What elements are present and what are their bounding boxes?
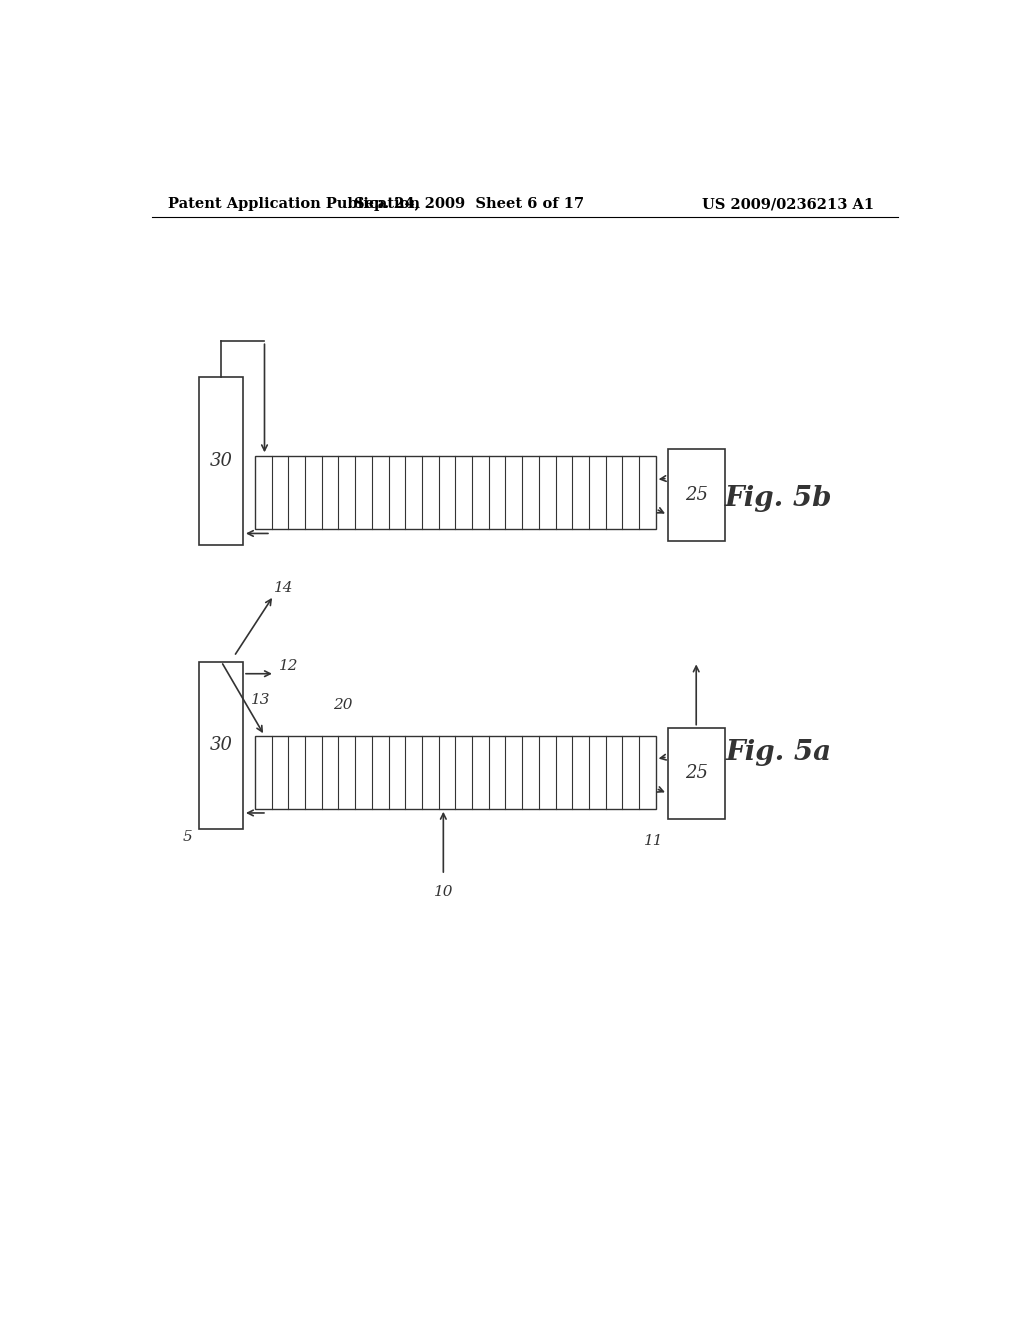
Text: 30: 30	[210, 737, 232, 754]
Text: 25: 25	[685, 486, 708, 504]
Bar	[255, 735, 655, 809]
Text: 20: 20	[334, 698, 353, 713]
Bar	[668, 727, 725, 818]
Text: Fig. 5a: Fig. 5a	[726, 739, 831, 767]
Bar	[200, 661, 243, 829]
Text: 13: 13	[251, 693, 270, 708]
Text: 5: 5	[182, 830, 193, 845]
Text: 25: 25	[685, 764, 708, 783]
Text: US 2009/0236213 A1: US 2009/0236213 A1	[701, 197, 873, 211]
Text: 11: 11	[644, 834, 664, 849]
Bar	[255, 457, 655, 529]
Text: 14: 14	[274, 581, 294, 595]
Bar	[668, 449, 725, 541]
Text: Fig. 5b: Fig. 5b	[725, 486, 833, 512]
Text: Sep. 24, 2009  Sheet 6 of 17: Sep. 24, 2009 Sheet 6 of 17	[354, 197, 585, 211]
Bar	[200, 378, 243, 545]
Text: 10: 10	[433, 886, 453, 899]
Text: 12: 12	[279, 659, 298, 673]
Text: 30: 30	[210, 451, 232, 470]
Text: Patent Application Publication: Patent Application Publication	[168, 197, 420, 211]
